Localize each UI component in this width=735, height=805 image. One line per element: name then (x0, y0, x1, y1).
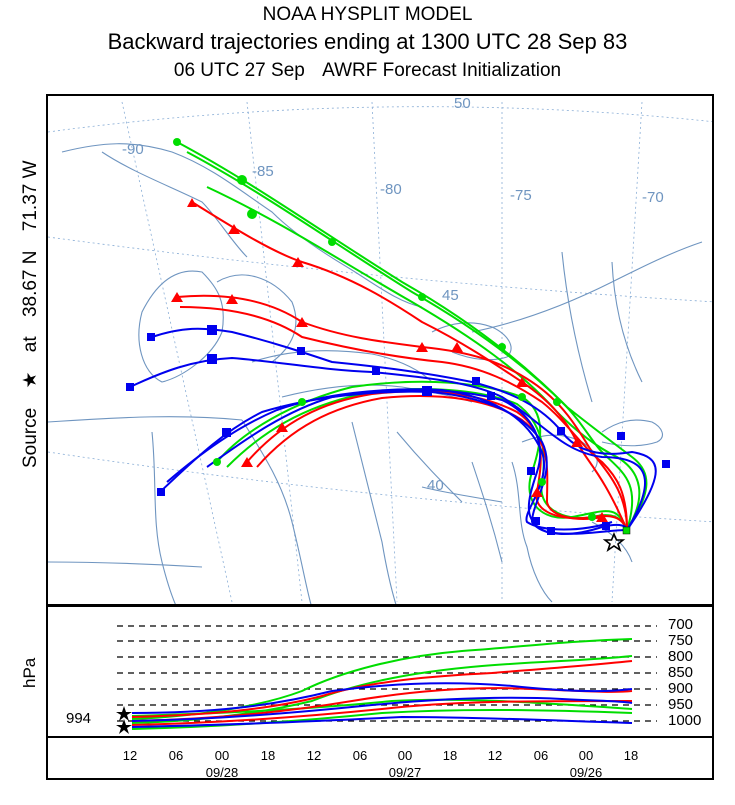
trajectory-markers (126, 138, 670, 552)
trajectories (129, 141, 657, 535)
vertical-profile-canvas (116, 625, 657, 734)
lat-label-50: 50 (454, 96, 471, 112)
init-time: 06 UTC 27 Sep (173, 60, 305, 81)
time-tick: 06 (168, 748, 184, 763)
level-label-850: 850 (668, 664, 694, 681)
time-tick: 12 (122, 748, 138, 763)
time-tick: 06 (533, 748, 549, 763)
lon-label-80: -80 (380, 181, 402, 198)
source-lat: 38.67 N (20, 250, 41, 318)
profile-lines (131, 638, 633, 730)
lat-label-40: 40 (427, 477, 444, 494)
pressure-unit-label: hPa (20, 657, 39, 688)
vertical-profile-panel (46, 606, 714, 738)
trajectory-group-red (176, 201, 628, 531)
time-tick: 12 (306, 748, 322, 763)
graticule (48, 101, 712, 603)
lon-label-75: -75 (510, 187, 532, 204)
level-label-700: 700 (668, 616, 694, 633)
level-label-900: 900 (668, 680, 694, 697)
source-at: at (20, 336, 41, 353)
source-label: Source (20, 407, 41, 468)
date-label-0926: 09/26 (569, 765, 603, 780)
pressure-gridlines (117, 625, 657, 722)
title-initialization: 06 UTC 27 Sep AWRF Forecast Initializati… (0, 60, 735, 82)
boundaries (48, 143, 703, 604)
source-star-icon-map (602, 531, 626, 552)
lon-label-70: -70 (642, 189, 664, 206)
date-label-0928: 09/28 (205, 765, 239, 780)
lon-label-90: -90 (122, 141, 144, 158)
time-tick: 18 (623, 748, 639, 763)
level-label-750: 750 (668, 632, 694, 649)
map-canvas: -90 -85 -80 -75 -70 50 45 40 (48, 96, 712, 604)
time-axis-panel (46, 738, 714, 780)
lat-label-45: 45 (442, 287, 459, 304)
level-label-1000: 1000 (668, 712, 702, 729)
date-label-0927: 09/27 (388, 765, 422, 780)
start-pressure-value: 994 (66, 710, 92, 727)
source-star-icon: ★ (20, 371, 41, 389)
time-tick: 00 (214, 748, 230, 763)
time-tick: 18 (442, 748, 458, 763)
start-markers (116, 706, 132, 734)
trajectory-group-blue (129, 327, 657, 535)
trajectory-map: -90 -85 -80 -75 -70 50 45 40 (46, 94, 714, 606)
init-model: AWRF Forecast Initialization (322, 60, 562, 81)
level-label-800: 800 (668, 648, 694, 665)
time-tick: 18 (260, 748, 276, 763)
time-tick: 00 (397, 748, 413, 763)
time-tick: 00 (578, 748, 594, 763)
level-label-950: 950 (668, 696, 694, 713)
lon-label-85: -85 (252, 163, 274, 180)
time-tick: 12 (487, 748, 503, 763)
source-location-label: Source ★ at 38.67 N 71.37 W (19, 146, 42, 468)
map-labels: -90 -85 -80 -75 -70 50 45 40 (122, 96, 664, 494)
source-lon: 71.37 W (20, 160, 41, 232)
title-model: NOAA HYSPLIT MODEL (262, 4, 473, 25)
time-tick: 06 (352, 748, 368, 763)
title-trajectories: Backward trajectories ending at 1300 UTC… (107, 29, 628, 54)
